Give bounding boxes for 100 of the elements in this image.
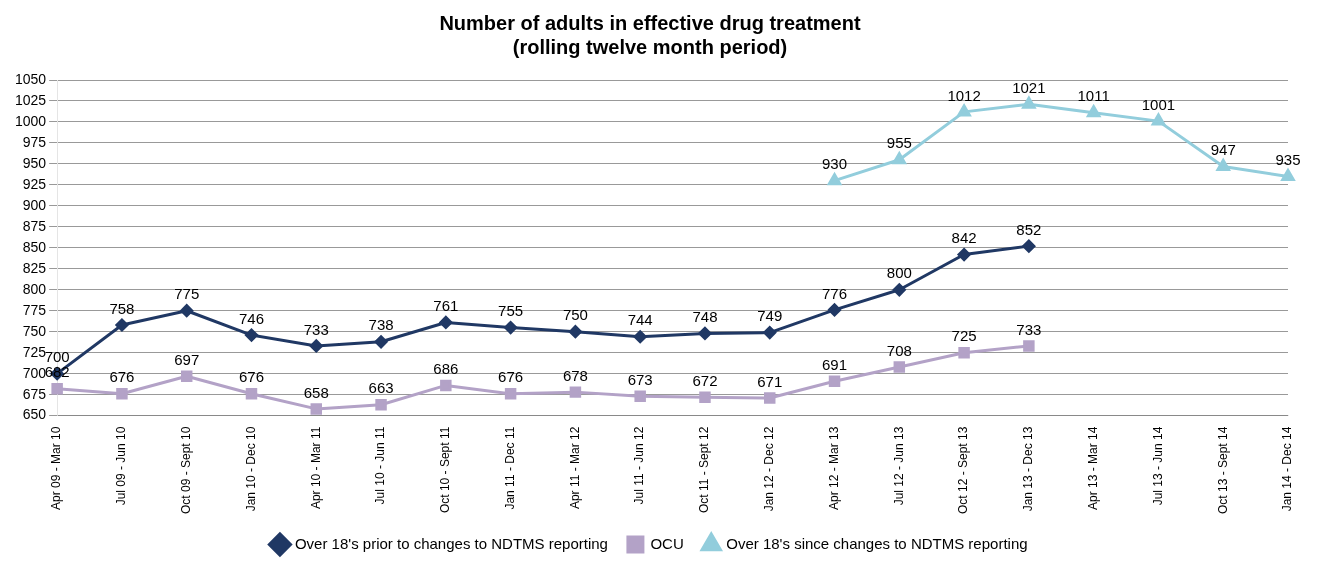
data-label: 682 xyxy=(44,363,70,381)
x-tick-label: Oct 09 - Sept 10 xyxy=(179,426,194,515)
point xyxy=(634,390,646,403)
x-tick-label: Oct 11 - Sept 12 xyxy=(697,426,712,514)
data-label: 686 xyxy=(433,360,459,378)
x-tick-label: Oct 12 - Sept 13 xyxy=(956,426,971,515)
data-label: 935 xyxy=(1275,151,1301,169)
point xyxy=(440,379,452,392)
y-tick-label: 875 xyxy=(22,217,47,234)
y-tick-label: 1050 xyxy=(14,70,47,87)
data-label: 750 xyxy=(562,306,588,324)
y-tick-label: 700 xyxy=(22,364,47,381)
data-label: 1001 xyxy=(1141,95,1176,113)
point xyxy=(828,375,841,387)
data-label: 678 xyxy=(562,366,588,384)
point xyxy=(763,326,777,340)
data-label: 663 xyxy=(368,379,394,397)
point xyxy=(1086,105,1101,118)
data-label: 738 xyxy=(368,316,394,334)
data-label: 733 xyxy=(1016,320,1042,338)
data-label: 842 xyxy=(951,229,977,247)
point xyxy=(1023,340,1035,352)
y-tick-label: 675 xyxy=(22,385,47,402)
data-label: 733 xyxy=(303,320,329,338)
y-tick-label: 900 xyxy=(22,196,47,213)
x-tick-label: Jan 13 - Dec 13 xyxy=(1021,426,1036,512)
point xyxy=(633,330,647,344)
legend-label: Over 18's prior to changes to NDTMS reporting xyxy=(294,534,608,552)
x-tick-label: Jul 11 - Jun 12 xyxy=(632,426,647,505)
x-tick-label: Oct 13 - Sept 14 xyxy=(1215,426,1230,515)
y-tick-label: 800 xyxy=(22,280,47,297)
data-label: 671 xyxy=(757,372,783,390)
data-label: 697 xyxy=(174,350,200,368)
y-tick-label: 825 xyxy=(22,259,47,276)
point xyxy=(892,152,907,165)
point xyxy=(504,321,518,335)
legend-label: Over 18's since changes to NDTMS reporting xyxy=(726,534,1028,552)
x-tick-label: Jul 12 - Jun 13 xyxy=(891,426,906,506)
y-tick-label: 925 xyxy=(22,175,47,192)
point xyxy=(1151,113,1166,126)
point xyxy=(439,315,453,329)
data-label: 676 xyxy=(238,368,265,386)
y-tick-label: 1000 xyxy=(14,112,47,129)
chart-title: Number of adults in effective drug treatment (rolling twelve month period) xyxy=(439,11,861,58)
data-label: 673 xyxy=(627,370,653,388)
x-tick-label: Jan 12 - Dec 12 xyxy=(762,426,777,512)
point xyxy=(698,326,712,340)
data-label: 955 xyxy=(886,134,912,152)
data-label: 755 xyxy=(498,302,524,320)
data-label: 930 xyxy=(822,155,848,173)
data-label: 852 xyxy=(1016,220,1042,238)
data-label: 761 xyxy=(433,297,459,315)
data-label: 744 xyxy=(627,311,653,329)
point xyxy=(828,303,842,317)
data-label: 676 xyxy=(109,368,135,386)
y-tick-label: 850 xyxy=(22,238,47,255)
point xyxy=(1281,168,1295,181)
x-tick-label: Jan 14 - Dec 14 xyxy=(1280,426,1295,512)
x-tick-label: Jul 10 - Jun 11 xyxy=(373,426,388,505)
data-label: 1011 xyxy=(1077,87,1110,105)
point xyxy=(1216,158,1230,171)
point xyxy=(116,388,128,400)
x-tick-label: Apr 11 - Mar 12 xyxy=(567,426,582,510)
data-label: 676 xyxy=(498,368,524,386)
data-label: 776 xyxy=(822,284,848,302)
x-tick-label: Apr 10 - Mar 11 xyxy=(308,426,323,510)
point xyxy=(569,386,582,398)
y-tick-label: 950 xyxy=(22,154,47,171)
point xyxy=(893,361,906,373)
point xyxy=(180,304,194,318)
data-label: 725 xyxy=(951,327,977,345)
point xyxy=(180,370,193,382)
y-tick-label: 650 xyxy=(22,406,47,423)
point xyxy=(245,388,258,400)
data-label: 746 xyxy=(238,309,265,327)
data-label: 800 xyxy=(886,264,912,282)
point xyxy=(1022,96,1036,109)
y-tick-label: 725 xyxy=(22,343,47,360)
y-tick-label: 775 xyxy=(22,301,47,318)
x-tick-label: Apr 12 - Mar 13 xyxy=(826,426,841,510)
point xyxy=(309,339,323,353)
x-tick-label: Apr 13 - Mar 14 xyxy=(1085,426,1100,510)
point xyxy=(958,346,970,359)
x-tick-label: Oct 10 - Sept 11 xyxy=(438,426,453,514)
legend-label: OCU xyxy=(650,534,684,552)
data-label: 691 xyxy=(822,355,848,373)
y-tick-label: 975 xyxy=(22,133,47,150)
x-tick-label: Jan 11 - Dec 11 xyxy=(502,426,517,510)
point xyxy=(892,283,906,297)
point xyxy=(115,318,129,332)
x-tick-label: Jul 13 - Jun 14 xyxy=(1150,426,1165,506)
point xyxy=(374,335,388,349)
data-label: 708 xyxy=(886,341,912,359)
y-tick-label: 1025 xyxy=(14,91,47,108)
data-label: 672 xyxy=(692,371,718,389)
y-tick-label: 750 xyxy=(22,322,47,339)
point xyxy=(699,391,711,403)
point xyxy=(244,328,258,342)
data-label: 775 xyxy=(174,285,200,303)
point xyxy=(957,104,971,117)
